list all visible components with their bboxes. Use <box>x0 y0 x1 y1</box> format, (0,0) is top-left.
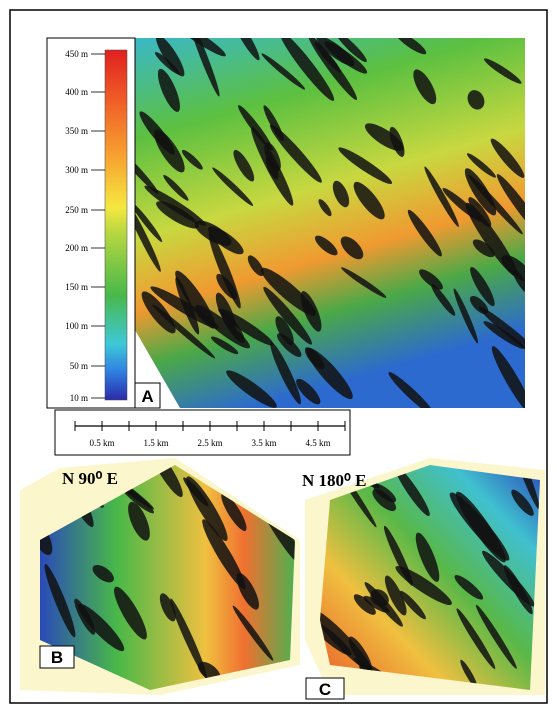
scale-label: 2.5 km <box>197 438 222 448</box>
colorbar-label: 350 m <box>65 126 88 136</box>
view-direction: N 90⁰ E <box>62 469 118 488</box>
colorbar-label: 10 m <box>70 393 88 403</box>
colorbar-label: 250 m <box>65 205 88 215</box>
colorbar-label: 450 m <box>65 49 88 59</box>
colorbar-label: 400 m <box>65 87 88 97</box>
colorbar-label: 100 m <box>65 321 88 331</box>
figure: 450 m 400 m 350 m 300 m 250 m 200 m 150 m 100 m… <box>0 0 557 713</box>
colorbar-label: 50 m <box>70 361 88 371</box>
panel-label: A <box>141 387 153 406</box>
scale-label: 4.5 km <box>305 438 330 448</box>
colorbar-label: 200 m <box>65 243 88 253</box>
scale-label: 0.5 km <box>89 438 114 448</box>
scale-label: 1.5 km <box>143 438 168 448</box>
colorbar-label: 300 m <box>65 165 88 175</box>
view-direction: N 180⁰ E <box>302 471 366 490</box>
panel-label: B <box>51 648 63 667</box>
scale-label: 3.5 km <box>251 438 276 448</box>
colorbar-label: 150 m <box>65 282 88 292</box>
panel-label: C <box>319 680 331 699</box>
scale-bar-box <box>55 410 350 455</box>
ridge-shadow <box>196 457 218 477</box>
colorbar <box>105 50 127 400</box>
